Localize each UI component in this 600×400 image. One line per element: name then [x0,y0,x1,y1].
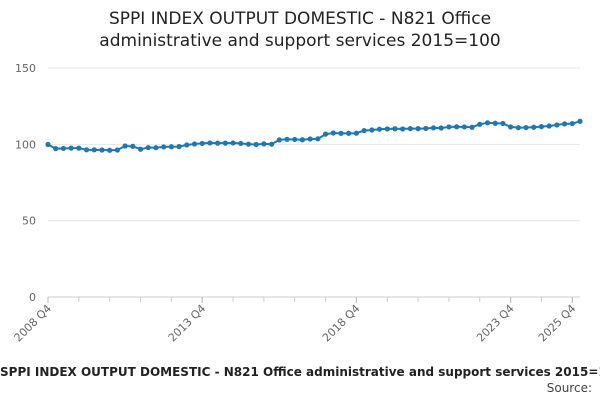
chart-title-line-1: SPPI INDEX OUTPUT DOMESTIC - N821 Office [108,9,492,29]
data-point [153,145,159,151]
data-point [60,145,67,152]
x-tick-label: 2023 Q4 [474,302,517,345]
data-point [569,120,575,127]
data-point [423,125,429,132]
footer-caption: SPPI INDEX OUTPUT DOMESTIC - N821 Office… [0,365,600,379]
data-point [446,124,452,130]
data-point [284,136,290,142]
data-point [168,144,174,150]
y-tick-label: 150 [15,62,36,75]
chart-title: SPPI INDEX OUTPUT DOMESTIC - N821 Office… [0,8,600,52]
data-point [176,144,182,150]
data-point [137,146,144,152]
data-point [145,144,151,151]
data-point [238,140,244,147]
y-tick-label: 0 [29,291,36,304]
data-point [122,143,128,149]
data-point [245,141,252,147]
data-point [45,141,51,148]
data-point [161,144,167,150]
data-point [276,137,282,143]
data-point [53,146,59,152]
data-point [477,121,483,127]
data-point [184,142,190,148]
data-point [307,136,313,142]
data-point [384,126,390,132]
x-tick-label: 2025 Q4 [536,302,579,345]
data-point [338,130,344,136]
data-point [199,140,205,147]
data-point [392,126,398,132]
series-layer [45,118,583,153]
footer-source: Source: [546,381,592,395]
data-point [230,140,236,146]
data-point [91,147,97,153]
data-point [554,122,560,128]
data-point [68,145,74,151]
data-point [523,124,529,131]
data-point [99,147,105,153]
data-point [369,127,375,133]
data-point [469,124,475,130]
data-point [207,140,213,146]
data-point [461,124,467,130]
data-point [215,140,221,146]
data-point [531,124,537,130]
data-point [268,141,275,147]
data-point [83,147,90,153]
data-point [191,141,198,147]
data-point [253,141,259,148]
data-point [438,125,444,131]
data-point [292,136,298,143]
chart-title-line-2: administrative and support services 2015… [99,31,501,51]
data-point [114,147,120,153]
data-point [515,125,521,131]
data-point [500,120,506,127]
y-tick-label: 100 [15,138,36,151]
data-point [322,131,329,137]
data-point [76,145,82,151]
data-point [222,140,228,146]
data-point [330,130,336,136]
axes: 0 50 100 150 2008 Q4 2013 Q4 2018 Q4 2023 Q4 202… [12,62,579,344]
data-point [315,136,321,142]
data-point [492,120,498,126]
data-point [361,127,367,134]
data-point [346,130,352,136]
x-tick-label: 2008 Q4 [12,302,55,345]
data-point [415,126,421,132]
data-point [508,124,514,130]
data-point [577,118,583,124]
x-tick-label: 2013 Q4 [166,302,209,345]
data-point [130,143,136,149]
data-point [407,126,413,132]
data-point [430,125,437,131]
data-point [107,147,113,153]
series-line [47,120,581,152]
data-point [299,137,306,143]
data-point [454,124,460,130]
data-point [353,130,360,136]
gridlines [48,67,580,298]
data-point [546,123,552,129]
data-point [400,126,406,132]
data-point [561,121,568,127]
y-tick-label: 50 [22,215,36,228]
data-point [538,124,545,130]
x-tick-label: 2018 Q4 [320,302,363,345]
data-point [376,126,383,132]
data-point [484,120,491,126]
data-point [261,141,267,147]
